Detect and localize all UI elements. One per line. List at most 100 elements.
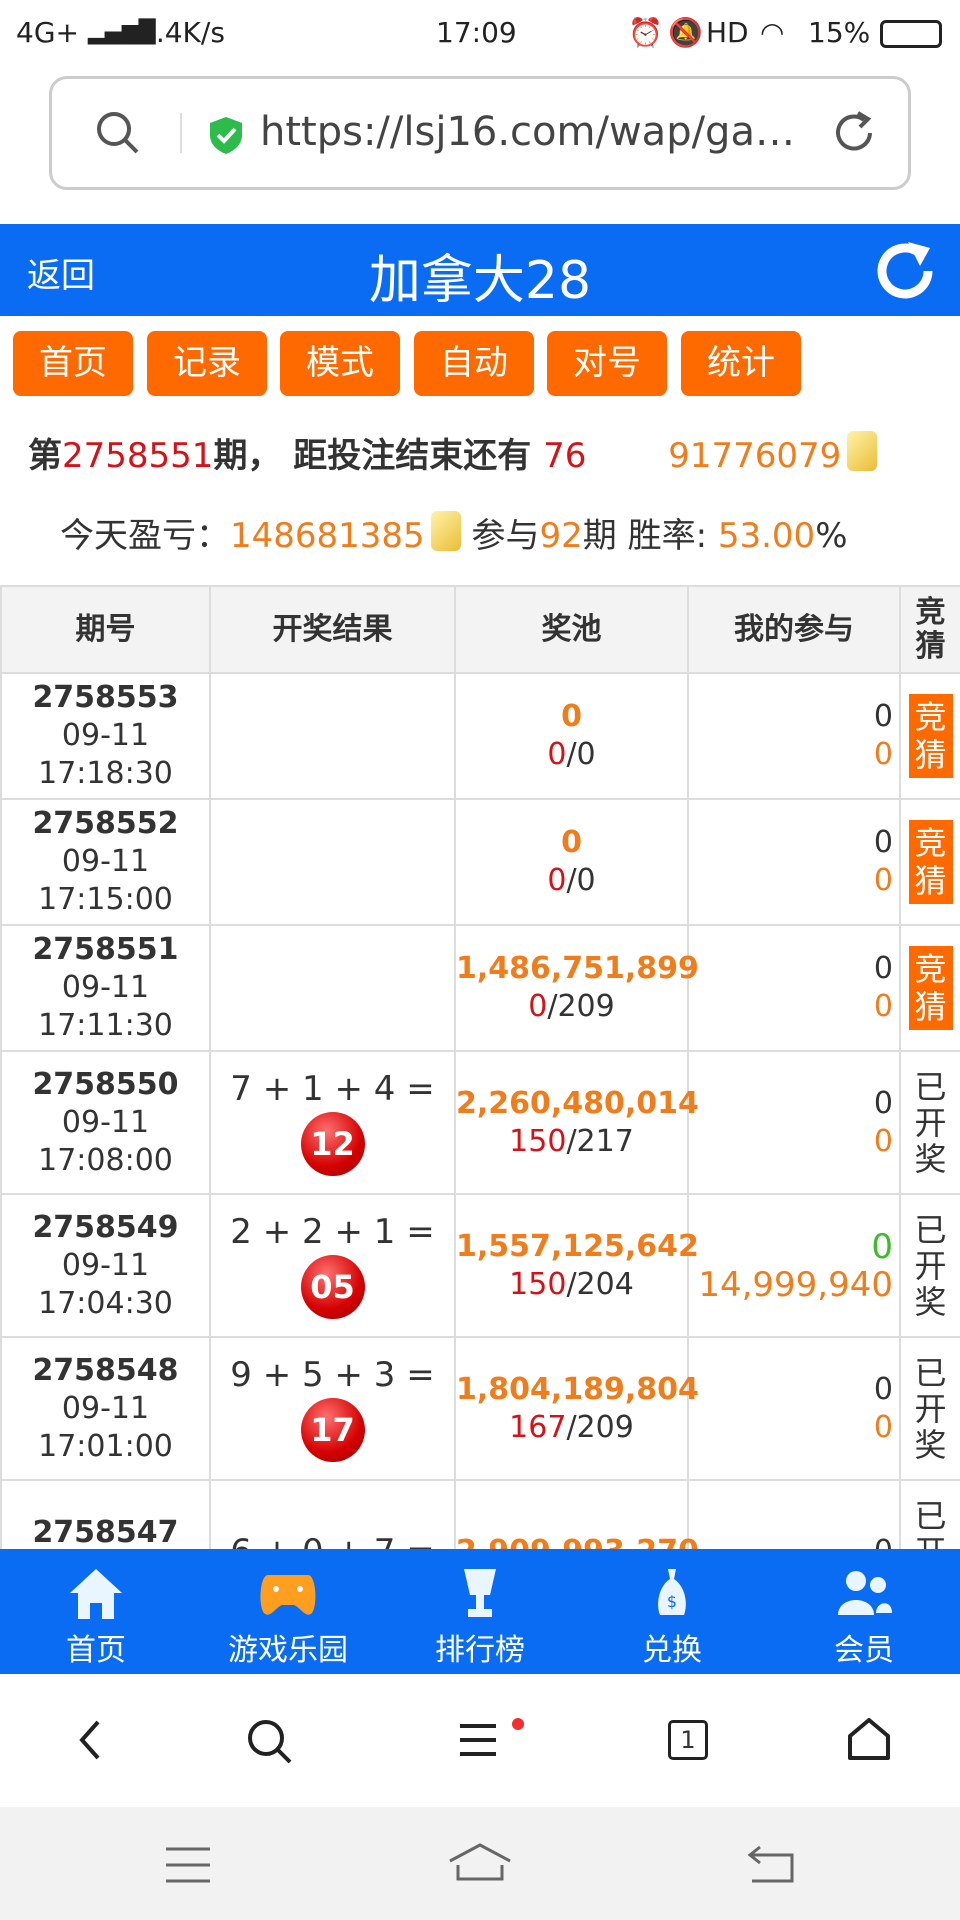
period-id[interactable]: 2758553 [32, 680, 179, 715]
drawn-status: 已开奖 [914, 1353, 947, 1464]
my-bet-cell: 0 [687, 1479, 901, 1550]
sum-ball: 12 [300, 1111, 365, 1176]
back-button-icon[interactable] [746, 1843, 796, 1887]
network-type: 4G+ [16, 16, 79, 49]
back-link[interactable]: 返回 [27, 256, 95, 296]
winners-count: 0 [528, 989, 548, 1024]
today-stats: 今天盈亏：148681385 参与92期 胜率: 53.00% [60, 508, 848, 557]
participants-total: /209 [547, 989, 615, 1024]
nav-home[interactable]: 首页 [0, 1549, 192, 1674]
money-bag-icon: $ [658, 1569, 686, 1615]
guess-button[interactable]: 竞猜 [908, 946, 953, 1030]
nav-label: 会员 [834, 1633, 894, 1668]
nav-label: 游戏乐园 [228, 1633, 348, 1668]
period-id[interactable]: 2758548 [32, 1352, 179, 1388]
reload-icon[interactable] [830, 109, 878, 157]
coin-icon [430, 511, 461, 551]
result-cell [209, 798, 456, 926]
period-time: 17:01:00 [38, 1428, 173, 1464]
refresh-icon[interactable] [872, 238, 938, 304]
result-cell: 6 + 0 + 7 = [209, 1479, 456, 1549]
guess-button[interactable]: 竞猜 [908, 820, 953, 904]
back-arrow-icon[interactable] [72, 1718, 112, 1762]
result-cell: 7 + 1 + 4 = 12 [209, 1050, 456, 1195]
pool-cell: 1,557,125,642 150/204 [454, 1193, 699, 1338]
tab-home[interactable]: 首页 [13, 331, 133, 396]
search-icon[interactable] [246, 1718, 292, 1764]
action-cell: 已开奖 [899, 1479, 960, 1550]
percent-sign: % [815, 516, 848, 556]
trophy-icon [464, 1569, 496, 1617]
guess-button[interactable]: 竞猜 [908, 694, 953, 778]
period-time: 17:11:30 [38, 1008, 173, 1043]
home-icon [70, 1569, 122, 1619]
clock: 17:09 [436, 16, 517, 49]
period-id[interactable]: 2758552 [32, 806, 179, 841]
tab-auto[interactable]: 自动 [414, 331, 534, 396]
bottom-nav: 首页 游戏乐园 排行榜 $ 兑换 会员 [0, 1549, 960, 1674]
period-time: 17:18:30 [38, 756, 173, 791]
tab-match[interactable]: 对号 [547, 331, 667, 396]
sum-ball: 17 [300, 1397, 365, 1462]
mute-icon: 🔕 [668, 16, 703, 49]
result-cell [209, 672, 456, 800]
period-id[interactable]: 2758551 [32, 932, 179, 967]
my-gain: 14,999,940 [698, 1264, 893, 1305]
period-id[interactable]: 2758547 [32, 1514, 179, 1550]
pool-amount: 0 [561, 825, 582, 860]
period-id[interactable]: 2758550 [32, 1066, 179, 1102]
tab-records[interactable]: 记录 [147, 331, 267, 396]
pool-cell: 2,260,480,014 150/217 [454, 1050, 699, 1195]
nav-ranking[interactable]: 排行榜 [384, 1549, 576, 1674]
my-bet-cell: 0 14,999,940 [687, 1193, 901, 1338]
results-table[interactable]: 期号 开奖结果 奖池 我的参与 竞猜 2758553 09-11 17:18:30 … [0, 585, 960, 1549]
my-bet: 0 [873, 699, 893, 734]
participants-total: /217 [566, 1123, 634, 1159]
period-cell: 2758550 09-11 17:08:00 [0, 1050, 211, 1195]
pool-cell: 1,804,189,804 167/209 [454, 1336, 699, 1481]
battery-icon [880, 20, 942, 48]
period-id[interactable]: 2758549 [32, 1209, 179, 1245]
menu-icon[interactable] [456, 1718, 526, 1764]
recent-apps-icon[interactable] [164, 1845, 212, 1885]
my-bet: 0 [871, 1226, 893, 1267]
my-gain: 0 [873, 1409, 893, 1445]
period-date: 09-11 [61, 1104, 150, 1140]
home-button-icon[interactable] [448, 1841, 512, 1885]
header-my-bet: 我的参与 [687, 585, 901, 674]
today-profit: 148681385 [230, 516, 425, 556]
my-bet: 0 [689, 1533, 893, 1550]
pool-amount: 2,260,480,014 [456, 1085, 699, 1121]
pool-amount: 0 [561, 699, 582, 734]
tabs-button[interactable]: 1 [668, 1720, 708, 1760]
period-date: 09-11 [61, 1247, 150, 1283]
period-cell: 275854709-11 [0, 1479, 211, 1550]
pool-cell: 1,486,751,899 0/209 [454, 924, 699, 1052]
address-bar[interactable]: https://lsj16.com/wap/ga… [49, 76, 911, 190]
drawn-status: 已开奖 [914, 1496, 947, 1550]
dice-formula: 9 + 5 + 3 = [230, 1354, 435, 1395]
hd-label: HD [706, 16, 749, 49]
nav-exchange[interactable]: $ 兑换 [576, 1549, 768, 1674]
home-outline-icon[interactable] [846, 1716, 892, 1762]
tab-modes[interactable]: 模式 [280, 331, 400, 396]
nav-label: 首页 [66, 1633, 126, 1668]
url-text[interactable]: https://lsj16.com/wap/ga… [260, 109, 795, 155]
nav-games[interactable]: 游戏乐园 [192, 1549, 384, 1674]
period-cell: 2758548 09-11 17:01:00 [0, 1336, 211, 1481]
action-cell: 已开奖 [899, 1336, 960, 1481]
period-time: 17:08:00 [38, 1142, 173, 1178]
participants-total: /204 [566, 1266, 634, 1302]
status-bar: 4G+ ▂▄▆█ 5.4K/s 17:09 ⏰ 🔕 HD ◠ 15% [0, 0, 960, 70]
participants-total: /209 [566, 1409, 634, 1445]
action-cell: 竞猜 [899, 924, 960, 1052]
period-date: 09-11 [61, 718, 150, 753]
nav-members[interactable]: 会员 [768, 1549, 960, 1674]
tab-stats[interactable]: 统计 [681, 331, 801, 396]
pool-amount: 1,557,125,642 [456, 1228, 699, 1264]
drawn-status: 已开奖 [914, 1067, 947, 1178]
my-bet: 0 [873, 1085, 893, 1121]
period-cell: 2758553 09-11 17:18:30 [0, 672, 211, 800]
header-period: 期号 [0, 585, 211, 674]
join-prefix: 参与 [471, 516, 540, 556]
